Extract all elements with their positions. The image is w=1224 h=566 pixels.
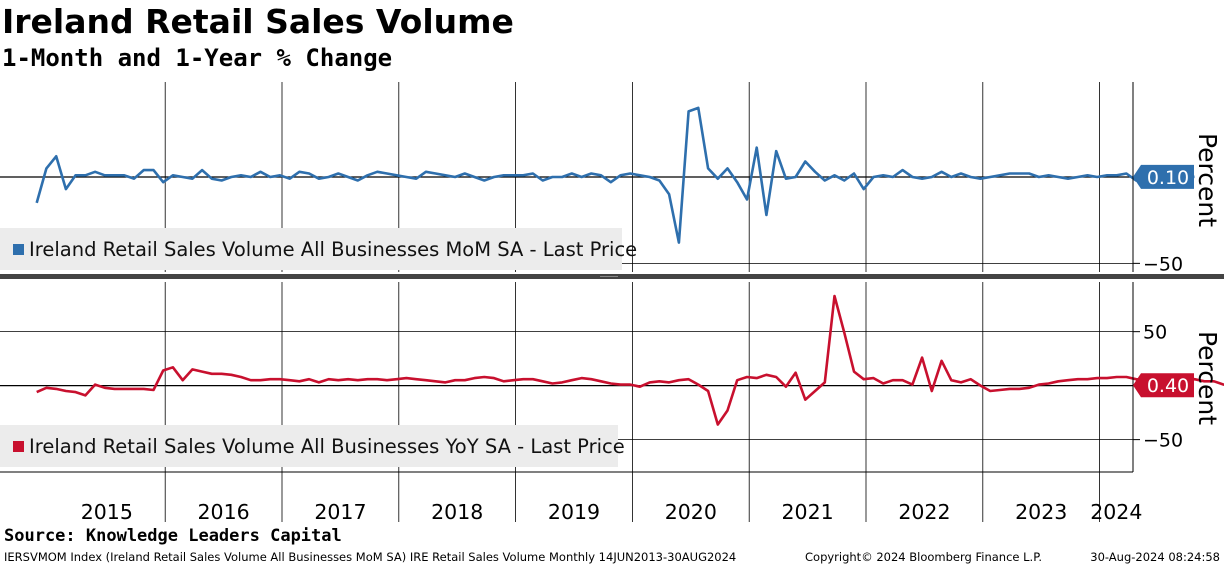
- x-axis: 2015 2016 2017 2018 2019 2020 2021 2022 2023 2024: [0, 471, 1142, 524]
- yoy-tick-label: −50: [1143, 430, 1183, 452]
- yoy-series-line: [36, 294, 1224, 426]
- x-tick-label: 2016: [198, 500, 250, 524]
- mom-legend-label: Ireland Retail Sales Volume All Business…: [29, 238, 637, 261]
- mom-legend-background: [0, 228, 622, 270]
- zero-lines: [0, 176, 1133, 387]
- mom-badge-shape: [1133, 164, 1194, 189]
- chart-subtitle: 1-Month and 1-Year % Change: [2, 44, 393, 72]
- mom-badge-value: 0.10: [1147, 167, 1189, 189]
- mom-legend-swatch: [13, 244, 24, 255]
- x-tick-label: 2020: [665, 500, 717, 524]
- series-lines: [35, 106, 1224, 426]
- x-tick-label: 2018: [431, 500, 483, 524]
- chart-title: Ireland Retail Sales Volume: [2, 2, 514, 41]
- legends: Ireland Retail Sales Volume All Business…: [0, 228, 637, 467]
- yoy-badge-value: 0.40: [1147, 375, 1189, 397]
- footer-copyright: Copyright© 2024 Bloomberg Finance L.P.: [805, 550, 1042, 564]
- yoy-y-axis-label: Percent: [1193, 331, 1222, 425]
- x-tick-label: 2022: [898, 500, 950, 524]
- source-note: Source: Knowledge Leaders Capital: [4, 526, 342, 546]
- mom-y-axis-label: Percent: [1193, 133, 1222, 227]
- yoy-last-price-badge: 0.40: [1133, 373, 1194, 398]
- yoy-tick-label: 50: [1143, 322, 1167, 344]
- last-price-badges: 0.10 0.40: [1133, 164, 1194, 398]
- yoy-legend-swatch: [13, 441, 24, 452]
- mom-tick-label: −50: [1143, 253, 1183, 275]
- axes: −50 50 −50: [0, 82, 1224, 472]
- x-tick-label: 2017: [314, 500, 366, 524]
- footer-index-description: IERSVMOM Index (Ireland Retail Sales Vol…: [4, 550, 737, 564]
- mom-last-price-badge: 0.10: [1133, 164, 1194, 189]
- yoy-legend: Ireland Retail Sales Volume All Business…: [0, 425, 625, 467]
- x-tick-label: 2023: [1015, 500, 1067, 524]
- x-tick-label: 2024: [1090, 500, 1142, 524]
- yoy-badge-shape: [1133, 373, 1194, 398]
- yoy-legend-label: Ireland Retail Sales Volume All Business…: [29, 435, 625, 458]
- x-tick-label: 2019: [548, 500, 600, 524]
- mom-series-line: [35, 106, 1195, 244]
- mom-legend: Ireland Retail Sales Volume All Business…: [0, 228, 637, 270]
- x-tick-label: 2015: [81, 500, 133, 524]
- yoy-legend-background: [0, 425, 618, 467]
- x-tick-label: 2021: [782, 500, 834, 524]
- y-axis-labels: Percent Percent: [1193, 133, 1222, 425]
- footer-timestamp: 30-Aug-2024 08:24:58: [1090, 550, 1220, 564]
